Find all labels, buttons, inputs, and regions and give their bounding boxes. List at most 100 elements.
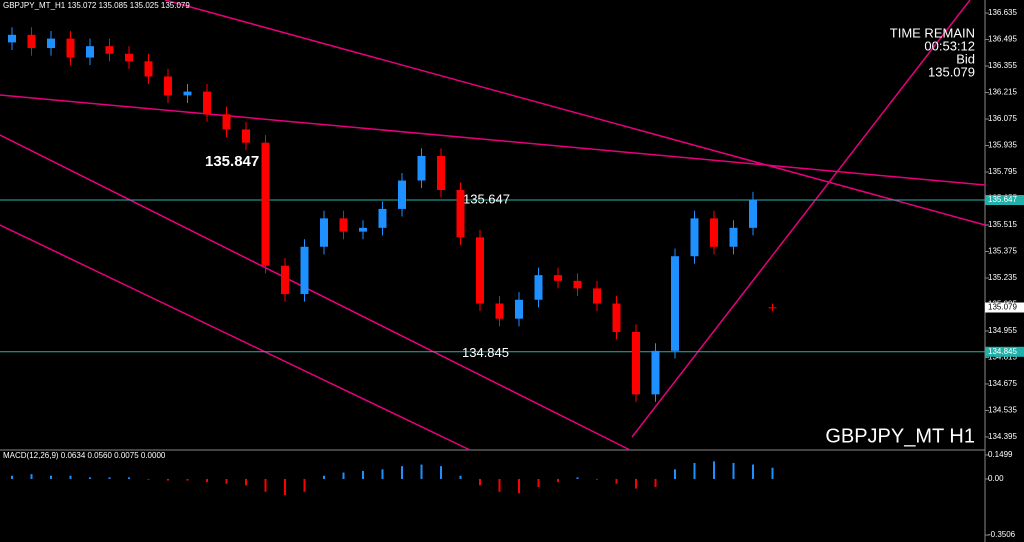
candle-body — [729, 227, 738, 247]
candle-body — [417, 155, 426, 181]
candle-body — [203, 91, 211, 115]
trendlines — [0, 0, 986, 451]
y-tick-label: 135.375 — [988, 247, 1017, 256]
candle-body — [534, 275, 543, 300]
macd-bar — [654, 478, 657, 487]
macd-tick-label: 0.1499 — [988, 450, 1013, 459]
macd-bar — [479, 478, 481, 486]
candle-body — [222, 114, 231, 130]
macd-bar — [537, 478, 540, 487]
macd-bar — [518, 478, 520, 494]
y-tick-label: 134.675 — [988, 379, 1017, 388]
info: 00:53:12 — [924, 38, 975, 53]
price-tag — [985, 195, 1024, 206]
candle-body — [456, 189, 465, 238]
candle-body — [27, 34, 36, 49]
y-tick-label: 134.955 — [988, 326, 1017, 335]
macd-bar — [498, 478, 501, 492]
macd-bar — [264, 478, 267, 492]
macd-bar — [186, 478, 189, 481]
candle-body — [515, 299, 523, 319]
candle-body — [359, 227, 367, 232]
candle-body — [671, 256, 679, 351]
trendline — [631, 0, 971, 438]
trendline — [0, 134, 631, 451]
price-tag-label: 135.647 — [988, 195, 1017, 204]
macd-bar — [11, 475, 13, 479]
candle-body — [281, 265, 289, 295]
macd-bar — [401, 466, 403, 479]
symbol-label: GBPJPY_MT H1 — [825, 425, 975, 447]
y-tick-label: 136.355 — [988, 61, 1017, 70]
y-tick-label: 135.235 — [988, 273, 1017, 282]
y-tick-label: 136.075 — [988, 114, 1017, 123]
macd-bar — [128, 477, 130, 479]
trendline — [164, 0, 986, 226]
y-tick-label: 135.795 — [988, 167, 1017, 176]
macd-bar — [615, 478, 618, 484]
macd-bar — [69, 475, 72, 479]
candle-body — [593, 288, 601, 304]
y-tick-label: 134.395 — [988, 432, 1017, 441]
macd-bar — [440, 466, 442, 479]
annotation: 135.647 — [463, 191, 510, 206]
macd-bar — [303, 478, 306, 492]
candle-body — [144, 61, 153, 77]
candle-body — [690, 218, 699, 257]
macd-bar — [323, 475, 325, 479]
macd-bar — [732, 462, 735, 479]
y-tick-label: 136.635 — [988, 8, 1017, 17]
macd-bar — [89, 477, 91, 479]
candle-body — [66, 38, 75, 58]
candle-body — [768, 307, 777, 309]
candle-body — [183, 91, 192, 96]
y-tick-label: 134.815 — [988, 353, 1017, 362]
candle-body — [573, 280, 582, 289]
candle-body — [495, 303, 504, 319]
candle-body — [125, 53, 133, 62]
candle-body — [612, 303, 621, 332]
current-price-label: 135.079 — [988, 303, 1017, 312]
macd-bar — [284, 478, 286, 495]
macd-bar — [674, 469, 676, 479]
macd-bar — [225, 478, 228, 484]
macd-bar — [362, 470, 364, 479]
macd-label: MACD(12,26,9) 0.0634 0.0560 0.0075 0.000… — [3, 451, 166, 460]
candle-body — [339, 218, 348, 232]
header: GBPJPY_MT_H1 135.072 135.085 135.025 135… — [3, 1, 190, 10]
macd-bar — [752, 464, 754, 479]
candle-body — [105, 46, 114, 54]
candle-body — [710, 218, 718, 247]
macd-tick-label: 0.00 — [988, 474, 1004, 483]
macd-bar — [245, 478, 247, 486]
macd-bar — [576, 477, 579, 479]
candle-body — [164, 76, 172, 96]
macd-bar — [167, 478, 169, 481]
y-tick-label: 136.215 — [988, 88, 1017, 97]
macd-bar — [635, 478, 637, 489]
macd-bar — [713, 461, 715, 479]
trendline — [0, 94, 986, 186]
info: 135.079 — [928, 64, 975, 79]
y-tick-label: 136.495 — [988, 35, 1017, 44]
candle-body — [378, 208, 387, 228]
macd-bar — [342, 472, 345, 479]
macd-tick-label: -0.3506 — [988, 530, 1016, 539]
macd-bar — [596, 478, 598, 480]
candle-body — [86, 46, 94, 58]
macd-bar — [50, 475, 52, 479]
macd-bar — [557, 478, 559, 483]
candle-body — [261, 142, 270, 266]
y-tick-label: 134.535 — [988, 406, 1017, 415]
price-tag-label: 134.845 — [988, 347, 1017, 356]
macd-bar — [108, 477, 111, 479]
candle-body — [651, 350, 660, 395]
candle-body — [554, 275, 562, 281]
info: TIME REMAIN — [890, 25, 975, 40]
macd-bar — [381, 469, 384, 479]
candle-body — [437, 155, 445, 190]
macd-bar — [693, 462, 696, 479]
y-tick-label: 135.515 — [988, 220, 1017, 229]
